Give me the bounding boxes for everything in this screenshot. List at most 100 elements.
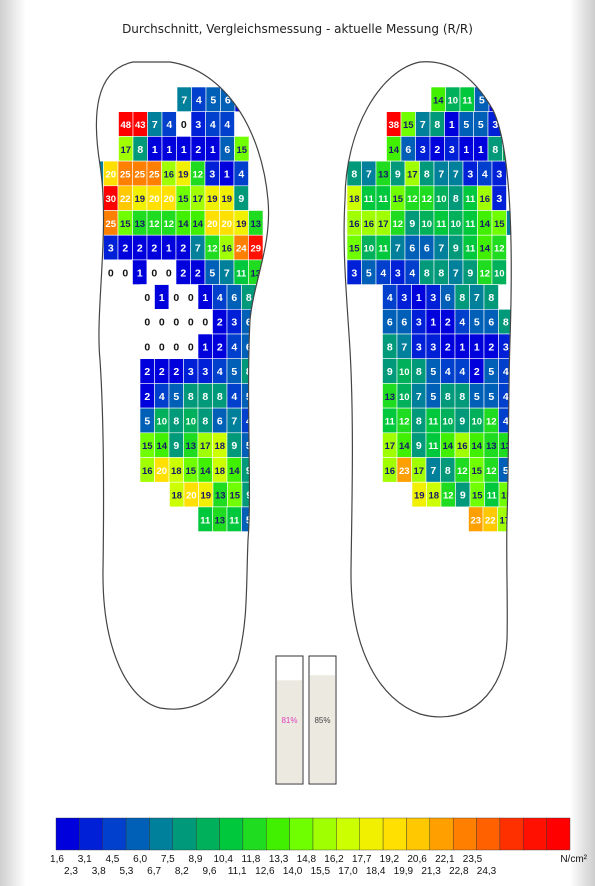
right-insole-cell-value: 3 bbox=[420, 144, 426, 156]
left-insole-cell-value: 2 bbox=[180, 243, 186, 255]
right-insole-cell-value: 10 bbox=[421, 219, 432, 230]
right-insole-cell-value: 6 bbox=[405, 144, 411, 156]
right-insole-cell-value: 5 bbox=[503, 465, 509, 477]
left-insole-cell-value: 0 bbox=[188, 317, 194, 329]
colorbar-swatch bbox=[172, 817, 197, 851]
left-insole-cell-value: 9 bbox=[173, 440, 179, 452]
right-insole-cell-value: 5 bbox=[366, 267, 372, 279]
right-insole-cell-value: 9 bbox=[467, 267, 473, 279]
left-insole-cell-value: 4 bbox=[210, 119, 216, 131]
left-insole-cell-value: 7 bbox=[152, 119, 158, 131]
left-insole-cell-value: 19 bbox=[236, 219, 247, 230]
left-insole-cell-value: 2 bbox=[260, 440, 266, 452]
left-insole-cell-value: 14 bbox=[156, 441, 167, 452]
right-insole-cell-value: 5 bbox=[488, 366, 494, 378]
left-insole-cell-value: 1 bbox=[260, 514, 266, 526]
left-insole-cell-value: 10 bbox=[156, 416, 167, 427]
right-insole-cell-value: 14 bbox=[399, 441, 410, 452]
left-insole-cell-value: 13 bbox=[134, 219, 145, 230]
right-insole-cell-value: 8 bbox=[351, 168, 357, 180]
right-insole-cell-value: 12 bbox=[479, 268, 490, 279]
right-insole-cell-value: 8 bbox=[492, 144, 498, 156]
right-insole-cell-value: 2 bbox=[434, 144, 440, 156]
colorbar-tick-label: 12,6 bbox=[255, 866, 275, 877]
right-insole-cell-value: 1 bbox=[416, 292, 422, 304]
left-insole-cell-value: 0 bbox=[144, 341, 150, 353]
left-insole-cell-value: 13 bbox=[250, 268, 261, 279]
left-insole-cell-value: 10 bbox=[185, 416, 196, 427]
right-insole-cell-value: 11 bbox=[378, 244, 389, 255]
colorbar-tick-label: 23,5 bbox=[463, 854, 483, 865]
left-insole-cell-value: 5 bbox=[144, 415, 150, 427]
right-insole-cell bbox=[527, 507, 542, 532]
right-insole-cell-value: 4 bbox=[409, 267, 415, 279]
right-insole-cell-value: 11 bbox=[462, 95, 473, 106]
right-insole-cell-value: 3 bbox=[496, 168, 502, 180]
left-insole-cell-value: 15 bbox=[229, 491, 240, 502]
right-insole-cell-value: 9 bbox=[460, 490, 466, 502]
colorbar-swatch bbox=[289, 817, 314, 851]
right-insole-cell-value: 7 bbox=[401, 341, 407, 353]
right-insole-cell-value: 15 bbox=[528, 515, 539, 526]
right-insole-cell-value: 10 bbox=[399, 367, 410, 378]
left-insole-cell bbox=[96, 185, 104, 211]
left-insole-cell-value: 7 bbox=[231, 415, 237, 427]
right-insole-cell-value: 3 bbox=[492, 119, 498, 131]
left-insole-cell-value: 0 bbox=[181, 119, 187, 131]
left-insole-cell-value: 11 bbox=[200, 515, 211, 526]
right-insole-cell-value: 3 bbox=[430, 292, 436, 304]
right-insole-cell-value: 4 bbox=[380, 267, 386, 279]
left-insole-cell-value: 20 bbox=[149, 194, 160, 205]
right-insole-cell-value: 4 bbox=[503, 391, 509, 403]
left-insole-cell-value: 0 bbox=[159, 341, 165, 353]
left-insole-cell-value: 4 bbox=[217, 292, 223, 304]
right-insole-cell-value: 14 bbox=[388, 145, 399, 156]
left-insole-cell-value: 14 bbox=[192, 219, 203, 230]
right-insole-cell-value: 8 bbox=[438, 267, 444, 279]
left-insole-cell-value: 8 bbox=[246, 292, 252, 304]
colorbar-tick-label: 20,6 bbox=[407, 854, 427, 865]
right-insole-cell-value: 8 bbox=[416, 415, 422, 427]
right-insole-cell-value: 18 bbox=[514, 515, 525, 526]
left-insole-cell-value: 18 bbox=[214, 466, 225, 477]
left-insole-cell-value: 2 bbox=[159, 366, 165, 378]
left-insole-cell-value: 8 bbox=[202, 391, 208, 403]
right-insole-cell-value: 14 bbox=[442, 441, 453, 452]
left-insole-cell-value: 12 bbox=[149, 219, 160, 230]
left-insole-cell-value: 1 bbox=[159, 292, 165, 304]
left-insole-cell-value: 8 bbox=[188, 391, 194, 403]
right-insole-cell-value: 10 bbox=[363, 244, 374, 255]
right-insole-cell-value: 18 bbox=[349, 194, 360, 205]
colorbar-tick-label: 2,3 bbox=[64, 866, 78, 877]
colorbar-unit: N/cm² bbox=[560, 854, 587, 865]
left-insole-cell-value: 6 bbox=[231, 292, 237, 304]
left-insole-cell-value: 6 bbox=[225, 94, 231, 106]
colorbar-tick-label: 4,5 bbox=[105, 854, 119, 865]
left-insole-cell-value: 6 bbox=[217, 415, 223, 427]
left-insole-cell-value: 1 bbox=[260, 391, 266, 403]
colorbar: 1,6 3,1 4,5 6,0 7,5 8,9 10,4 11,8 13,3 14,8 16,2 17… bbox=[50, 817, 588, 877]
left-insole-cell bbox=[255, 457, 269, 483]
colorbar-tick-label: 11,1 bbox=[228, 866, 247, 877]
left-insole-cell bbox=[255, 333, 269, 360]
colorbar-tick-label: 3,1 bbox=[78, 854, 92, 865]
right-insole-cell-value: 6 bbox=[488, 317, 494, 329]
right-insole-cell-value: 7 bbox=[453, 267, 459, 279]
left-insole-cell-value: 7 bbox=[260, 317, 266, 329]
right-insole-cell-value: 7 bbox=[438, 243, 444, 255]
right-insole-cell-value: 16 bbox=[349, 219, 360, 230]
left-insole-cell-value: 30 bbox=[105, 194, 116, 205]
left-insole-cell-value: 2 bbox=[195, 144, 201, 156]
left-insole-cell-value: 0 bbox=[144, 292, 150, 304]
right-insole-cell-value: 16 bbox=[457, 441, 468, 452]
right-insole-cell-value: 4 bbox=[459, 366, 465, 378]
percentage-bar-fill bbox=[277, 680, 302, 783]
left-insole-cell-value: 20 bbox=[156, 466, 167, 477]
left-insole-cell-value: 17 bbox=[200, 441, 211, 452]
left-insole-cell-value: 2 bbox=[260, 465, 266, 477]
left-insole-cell-value: 3 bbox=[108, 243, 114, 255]
right-insole-cell-value: 5 bbox=[463, 119, 469, 131]
right-insole-cell-value: 5 bbox=[430, 366, 436, 378]
left-insole-cell-value: 0 bbox=[108, 267, 114, 279]
